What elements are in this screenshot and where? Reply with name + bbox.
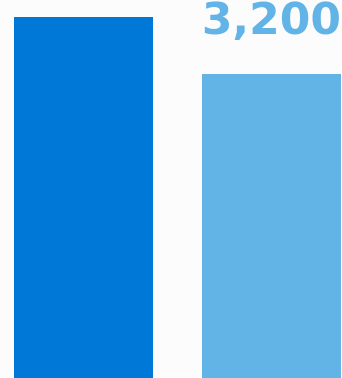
bar-2-value-label: 3,200 [202,0,341,45]
bar-1 [14,17,153,378]
bar-2 [202,74,341,378]
